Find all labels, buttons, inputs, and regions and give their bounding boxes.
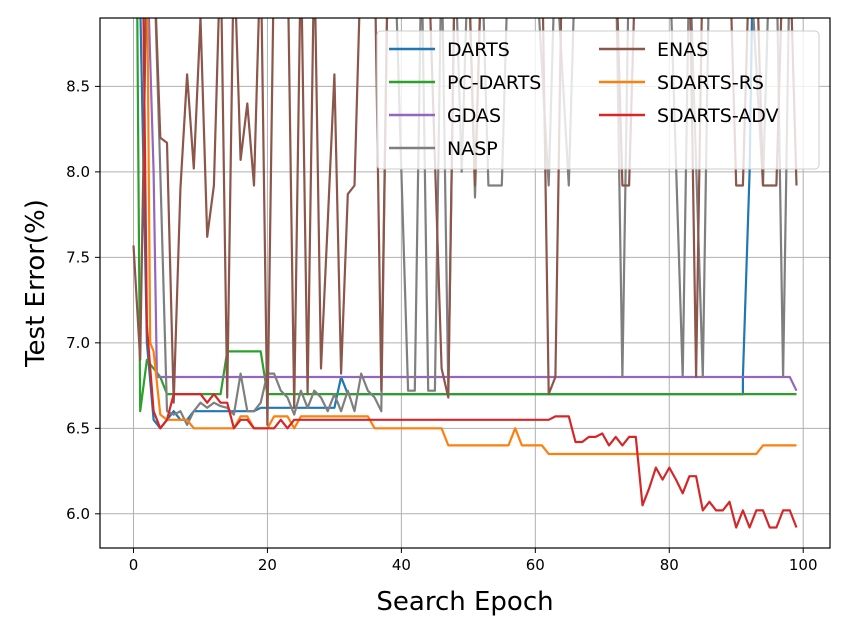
y-tick-label: 8.0 <box>66 163 90 181</box>
x-axis-ticks: 0 20 40 60 80 100 <box>129 548 818 574</box>
x-tick-label: 60 <box>526 556 545 574</box>
plot-frame <box>99 17 831 549</box>
legend-box <box>376 30 820 170</box>
x-tick-label: 0 <box>129 556 139 574</box>
y-tick-label: 8.5 <box>66 77 90 95</box>
legend-label-darts: DARTS <box>447 39 510 61</box>
y-tick-label: 6.0 <box>66 505 90 523</box>
series-line-sdarts-adv <box>142 18 798 529</box>
y-tick-label: 6.5 <box>66 419 90 437</box>
legend: DARTS PC-DARTS GDAS NASP ENAS SDARTS-RS SDARTS… <box>376 30 820 170</box>
series-line-nasp <box>154 18 790 426</box>
legend-label-nasp: NASP <box>447 138 498 160</box>
legend-label-sdarts-adv: SDARTS-ADV <box>657 105 779 127</box>
y-axis-ticks: 6.0 6.5 7.0 7.5 8.0 8.5 <box>66 77 100 523</box>
y-axis-label: Test Error(%) <box>21 199 51 368</box>
x-tick-label: 100 <box>789 556 818 574</box>
x-tick-label: 40 <box>392 556 411 574</box>
series-line-enas <box>132 18 798 426</box>
x-tick-label: 20 <box>258 556 277 574</box>
series-line-sdarts-rs <box>146 18 797 456</box>
series-line-pc-darts <box>136 18 797 413</box>
y-tick-label: 7.0 <box>66 334 90 352</box>
legend-label-enas: ENAS <box>657 39 708 61</box>
y-tick-label: 7.5 <box>66 248 90 266</box>
legend-label-gdas: GDAS <box>447 105 501 127</box>
series-lines <box>132 18 798 529</box>
legend-label-sdarts-rs: SDARTS-RS <box>657 72 764 94</box>
legend-label-pc-darts: PC-DARTS <box>447 72 541 94</box>
x-tick-label: 80 <box>660 556 679 574</box>
x-axis-label: Search Epoch <box>376 587 553 617</box>
